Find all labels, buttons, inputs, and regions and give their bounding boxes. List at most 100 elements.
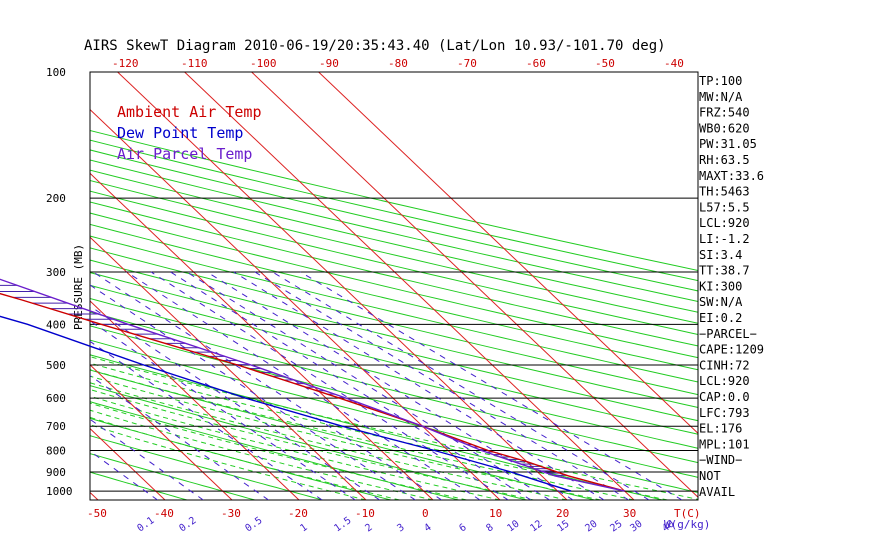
bottom-temp-tick-label: -50 [87, 507, 107, 520]
index-value: PW:31.05 [699, 137, 757, 151]
dry-adiabat-line [90, 201, 698, 347]
moist-adiabat-line [90, 375, 601, 500]
mixing-ratio-label: 6 [457, 522, 468, 534]
isotherm-line [90, 108, 501, 500]
isotherm-line [117, 72, 568, 500]
dry-adiabat-line [90, 180, 698, 324]
index-value: EI:0.2 [699, 311, 742, 325]
mixing-ratio-line [90, 284, 416, 500]
t-unit-label: T(C) [674, 507, 701, 520]
isotherm-line [184, 72, 635, 500]
index-value: NOT [699, 469, 721, 483]
top-temp-tick-label: -60 [526, 57, 546, 70]
isotherm-line [90, 172, 434, 500]
mixing-ratio-line [254, 271, 629, 500]
index-value: TH:5463 [699, 185, 750, 199]
pressure-tick-label: 600 [46, 392, 66, 405]
top-temp-tick-label: -80 [388, 57, 408, 70]
bottom-temp-tick-label: 10 [489, 507, 502, 520]
isotherm-line [251, 72, 698, 498]
dry-adiabat-line [90, 247, 698, 396]
index-value: FRZ:540 [699, 106, 750, 120]
top-temp-tick-label: -70 [457, 57, 477, 70]
pressure-tick-label: 800 [46, 445, 66, 458]
mixing-ratio-line [92, 271, 442, 500]
index-value: LFC:793 [699, 406, 750, 420]
ambient-air-tempseries-line [0, 292, 625, 492]
moist-adiabat-line [90, 402, 467, 500]
top-temp-tick-label: -120 [112, 57, 139, 70]
top-temp-tick-label: -90 [319, 57, 339, 70]
moist-adiabat-line [90, 362, 668, 500]
dry-adiabat-line [90, 129, 698, 271]
pressure-tick-label: 300 [46, 266, 66, 279]
top-temp-tick-label: -110 [181, 57, 208, 70]
index-value: KI:300 [699, 279, 742, 293]
dry-adiabat-line [90, 169, 698, 313]
index-value: MW:N/A [699, 90, 743, 104]
bottom-temp-tick-label: -40 [154, 507, 174, 520]
moist-adiabat-line [90, 424, 367, 500]
top-temp-tick-label: -50 [595, 57, 615, 70]
dry-adiabat-line [90, 223, 698, 371]
index-value: WB0:620 [699, 121, 750, 135]
mixing-ratio-group [90, 271, 683, 500]
mixing-ratio-unit-label: W(g/kg) [664, 518, 710, 531]
mixing-ratio-line [233, 271, 605, 500]
index-value: CAPE:1209 [699, 343, 764, 357]
dry-adiabat-line [90, 297, 698, 449]
index-value: LI:-1.2 [699, 232, 750, 246]
index-value: LCL:920 [699, 374, 750, 388]
isotherm-line [90, 364, 233, 500]
bottom-temp-tick-label: 20 [556, 507, 569, 520]
plot-frame [89, 71, 699, 501]
index-value: MAXT:33.6 [699, 169, 764, 183]
mixing-ratio-label: 3 [395, 522, 406, 534]
index-value: RH:63.5 [699, 153, 750, 167]
index-value: LCL:920 [699, 216, 750, 230]
isotherm-line [318, 72, 698, 435]
mixing-ratio-label: 4 [422, 522, 433, 534]
bottom-temp-tick-label: 0 [422, 507, 429, 520]
mixing-ratio-label: 8 [484, 522, 495, 534]
index-value: −WIND− [699, 453, 742, 467]
index-value: SI:3.4 [699, 248, 742, 262]
pressure-tick-label: 700 [46, 420, 66, 433]
isotherm-line [90, 300, 300, 500]
dry-adiabat-line [90, 139, 698, 282]
moist-adiabat-line [90, 409, 434, 500]
dry-adiabat-line [90, 190, 698, 335]
air-parcel-tempseries-line [0, 278, 625, 492]
legend-entry: Dew Point Temp [117, 124, 243, 142]
pressure-tick-label: 200 [46, 192, 66, 205]
index-value: AVAIL [699, 485, 735, 499]
dry-adiabat-line [90, 284, 698, 435]
mixing-ratio-line [90, 418, 204, 500]
dry-adiabat-line [90, 235, 698, 383]
index-value: MPL:101 [699, 437, 750, 451]
index-value: −PARCEL− [699, 327, 757, 341]
legend-entry: Ambient Air Temp [117, 103, 262, 121]
index-value: SW:N/A [699, 295, 743, 309]
bottom-temp-tick-label: 30 [623, 507, 636, 520]
legend-entry: Air Parcel Temp [117, 145, 252, 163]
pressure-tick-label: 900 [46, 466, 66, 479]
dry-adiabat-line [90, 212, 698, 359]
index-value: CINH:72 [699, 358, 750, 372]
pressure-tick-label: 100 [46, 66, 66, 79]
index-value: L57:5.5 [699, 200, 750, 214]
dry-adiabat-line [90, 159, 698, 302]
dry-adiabat-line [90, 272, 698, 422]
index-value: TP:100 [699, 74, 742, 88]
mixing-ratio-label: 1 [298, 522, 309, 534]
pressure-tick-label: 400 [46, 318, 66, 331]
dry-adiabat-line [90, 259, 698, 408]
moist-adiabat-line [90, 388, 534, 500]
mixing-ratio-line [150, 271, 509, 500]
pressure-tick-label: 1000 [46, 485, 73, 498]
mixing-ratio-line [126, 271, 481, 500]
index-value: EL:176 [699, 422, 742, 436]
mixing-ratio-line [272, 271, 650, 500]
pressure-tick-label: 500 [46, 359, 66, 372]
